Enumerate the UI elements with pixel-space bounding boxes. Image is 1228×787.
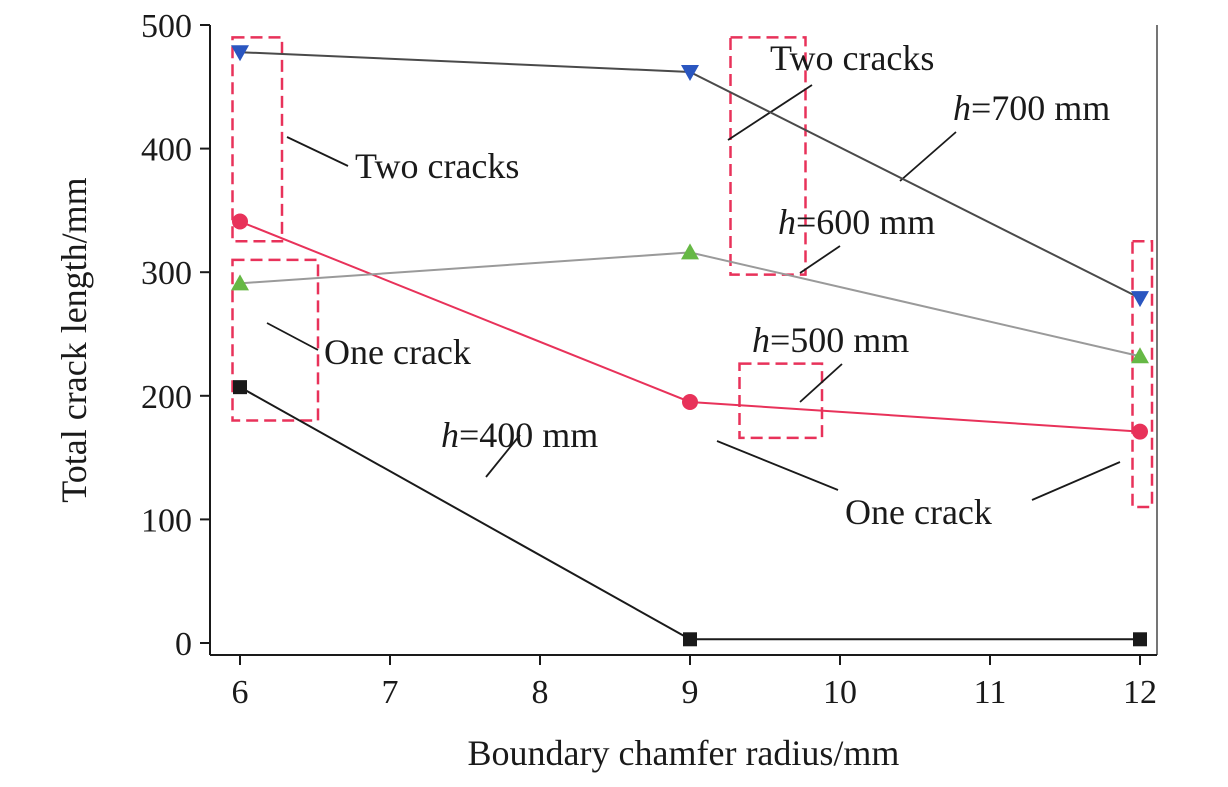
y-tick-label: 200 — [141, 379, 192, 416]
axes: 6 7 8 9 10 11 12 0 100 200 300 400 500 Boundary chamf… — [54, 8, 1158, 773]
series-label-leader — [799, 245, 841, 274]
series-markers — [231, 45, 1149, 647]
y-tick-label: 0 — [175, 626, 192, 663]
data-point — [231, 45, 249, 62]
x-tick-label: 8 — [532, 674, 549, 711]
x-tick-label: 12 — [1123, 674, 1157, 711]
annotation-label: Two cracks — [770, 38, 934, 78]
series-label-leader — [899, 131, 957, 182]
annotation-leader — [266, 322, 319, 351]
y-tick-label: 300 — [141, 255, 192, 292]
series-label: h=400 mm — [441, 415, 598, 455]
annotation-label: One crack — [324, 332, 471, 372]
data-point — [681, 64, 699, 81]
annotation-label: Two cracks — [355, 146, 519, 186]
series-label: h=600 mm — [778, 202, 935, 242]
data-point — [1131, 291, 1149, 308]
x-tick-label: 7 — [382, 674, 399, 711]
data-point — [1131, 347, 1149, 364]
x-axis-title: Boundary chamfer radius/mm — [468, 733, 900, 773]
highlight-box — [231, 258, 320, 422]
data-point — [682, 393, 698, 410]
data-point — [1132, 423, 1148, 440]
x-tick-label: 6 — [232, 674, 249, 711]
annotation-leader — [716, 440, 839, 491]
data-point — [233, 380, 247, 395]
series-label-leader — [485, 434, 521, 478]
highlight-boxes — [231, 36, 1154, 509]
x-tick-label: 10 — [823, 674, 857, 711]
series-label: h=500 mm — [752, 320, 909, 360]
series-label: h=700 mm — [953, 88, 1110, 128]
highlight-box — [729, 36, 807, 276]
annotation-leader — [286, 136, 349, 167]
y-tick-label: 100 — [141, 502, 192, 539]
annotations: h=400 mm h=500 mm h=600 mm h=700 mm Two crac… — [324, 38, 1110, 532]
annotation-label: One crack — [845, 492, 992, 532]
x-tick-label: 11 — [974, 674, 1007, 711]
data-point — [232, 213, 248, 230]
x-tick-label: 9 — [682, 674, 699, 711]
annotation-leader — [1031, 461, 1121, 501]
leader-lines — [266, 84, 1121, 501]
data-point — [1133, 632, 1147, 647]
highlight-box — [231, 36, 284, 243]
y-tick-label: 400 — [141, 132, 192, 169]
data-point — [683, 632, 697, 647]
y-tick-label: 500 — [141, 8, 192, 45]
highlight-box — [738, 362, 824, 440]
y-axis-title: Total crack length/mm — [54, 177, 94, 502]
series-label-leader — [799, 363, 843, 403]
data-point — [231, 274, 249, 291]
data-point — [681, 243, 699, 260]
series-line-1 — [239, 386, 1140, 641]
highlight-box — [1131, 240, 1154, 509]
